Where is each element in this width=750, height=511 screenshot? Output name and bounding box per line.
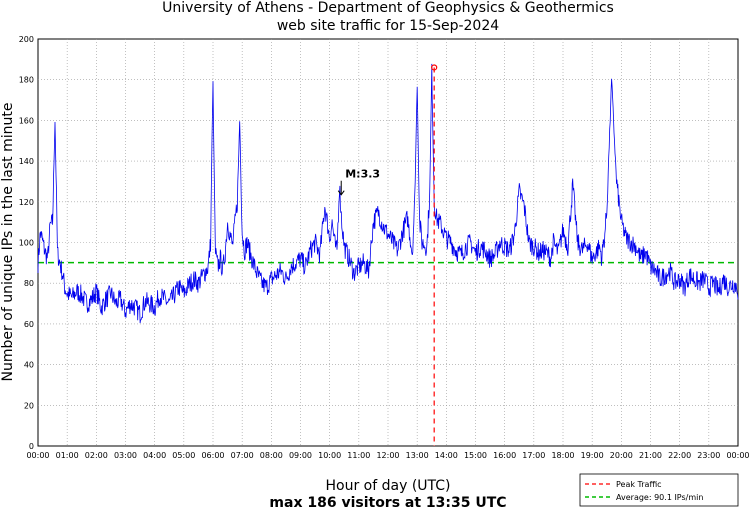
- legend-box: [579, 473, 739, 507]
- x-tick-label: 18:00: [551, 451, 574, 460]
- x-tick-label: 20:00: [610, 451, 633, 460]
- x-tick-label: 10:00: [318, 451, 341, 460]
- x-tick-label: 06:00: [201, 451, 224, 460]
- x-tick-label: 05:00: [172, 451, 195, 460]
- y-tick-label: 120: [19, 198, 34, 207]
- x-tick-label: 17:00: [522, 451, 545, 460]
- y-tick-label: 80: [24, 279, 34, 288]
- chart-title-line2: web site traffic for 15-Sep-2024: [277, 18, 499, 34]
- y-tick-label: 160: [19, 116, 34, 125]
- x-tick-label: 07:00: [231, 451, 254, 460]
- x-tick-label: 14:00: [435, 451, 458, 460]
- x-tick-label: 00:00: [26, 451, 49, 460]
- x-tick-label: 16:00: [493, 451, 516, 460]
- x-tick-label: 22:00: [668, 451, 691, 460]
- x-tick-label: 19:00: [581, 451, 604, 460]
- x-axis-ticks: 00:00 01:00 02:00 03:00 04:00 05:00 06:00 07:00…: [26, 451, 749, 460]
- y-tick-label: 180: [19, 76, 34, 85]
- x-tick-label: 00:00: [726, 451, 749, 460]
- y-axis-ticks: 0 20 40 60 80 100 120 140 160 180 200: [19, 35, 34, 451]
- x-tick-label: 23:00: [697, 451, 720, 460]
- y-tick-label: 140: [19, 157, 34, 166]
- x-tick-label: 15:00: [464, 451, 487, 460]
- legend: Peak Traffic Average: 90.1 IPs/min: [579, 473, 739, 507]
- y-axis-label: Number of unique IPs in the last minute: [0, 103, 16, 382]
- y-tick-label: 100: [19, 239, 34, 248]
- x-tick-label: 01:00: [56, 451, 79, 460]
- legend-peak-label: Peak Traffic: [616, 480, 662, 489]
- grid: [38, 39, 738, 446]
- x-tick-label: 13:00: [406, 451, 429, 460]
- earthquake-annotation-arrow-icon: [337, 180, 345, 196]
- y-tick-label: 40: [24, 361, 34, 370]
- chart-summary: max 186 visitors at 13:35 UTC: [269, 495, 506, 511]
- y-tick-label: 60: [24, 320, 34, 329]
- peak-traffic-marker: [431, 64, 438, 71]
- x-tick-label: 21:00: [639, 451, 662, 460]
- x-tick-label: 09:00: [289, 451, 312, 460]
- x-tick-label: 03:00: [114, 451, 137, 460]
- y-tick-label: 20: [24, 401, 34, 410]
- x-tick-label: 02:00: [85, 451, 108, 460]
- y-tick-label: 0: [29, 442, 34, 451]
- x-tick-label: 12:00: [376, 451, 399, 460]
- traffic-series-line: [37, 63, 739, 324]
- chart-title-line1: University of Athens - Department of Geo…: [162, 0, 614, 16]
- earthquake-annotation-label: M:3.3: [345, 168, 380, 181]
- x-tick-label: 11:00: [347, 451, 370, 460]
- legend-average-label: Average: 90.1 IPs/min: [616, 493, 703, 502]
- x-tick-label: 04:00: [143, 451, 166, 460]
- x-axis-label: Hour of day (UTC): [326, 478, 451, 494]
- x-tick-label: 08:00: [260, 451, 283, 460]
- y-tick-label: 200: [19, 35, 34, 44]
